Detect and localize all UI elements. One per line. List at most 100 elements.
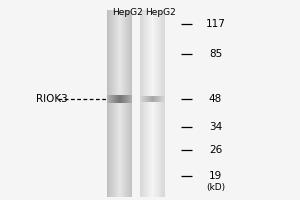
Bar	[151, 96, 152, 102]
Bar	[157, 10, 158, 197]
Bar	[144, 96, 145, 102]
Bar	[161, 96, 162, 102]
Text: 85: 85	[209, 49, 222, 59]
Bar	[156, 10, 157, 197]
Bar	[125, 10, 126, 197]
Bar	[143, 96, 144, 102]
Bar	[140, 10, 141, 197]
Bar	[148, 10, 149, 197]
Bar	[158, 10, 159, 197]
Bar	[146, 96, 147, 102]
Bar	[155, 10, 156, 197]
Bar	[107, 10, 108, 197]
Bar	[145, 96, 146, 102]
Bar	[144, 10, 145, 197]
Bar	[107, 95, 108, 103]
Text: 48: 48	[209, 94, 222, 104]
Bar	[164, 96, 165, 102]
Bar	[128, 95, 129, 103]
Bar	[114, 10, 115, 197]
Bar	[162, 10, 163, 197]
Bar	[124, 95, 125, 103]
Bar	[154, 10, 155, 197]
Bar	[149, 10, 150, 197]
Bar	[118, 95, 119, 103]
Bar	[148, 96, 149, 102]
Text: 19: 19	[209, 171, 222, 181]
Bar	[142, 10, 143, 197]
Text: (kD): (kD)	[206, 183, 225, 192]
Bar	[161, 10, 162, 197]
Text: 117: 117	[206, 19, 225, 29]
Bar	[113, 10, 114, 197]
Bar	[118, 10, 119, 197]
Bar	[141, 96, 142, 102]
Bar	[128, 10, 129, 197]
Bar	[153, 10, 154, 197]
Bar	[127, 95, 128, 103]
Bar	[122, 95, 123, 103]
Bar	[119, 95, 120, 103]
Bar	[131, 10, 132, 197]
Bar	[108, 10, 109, 197]
Bar	[160, 10, 161, 197]
Bar	[114, 95, 115, 103]
Text: 26: 26	[209, 145, 222, 155]
Bar	[158, 96, 159, 102]
Bar	[150, 10, 151, 197]
Bar	[108, 95, 109, 103]
Bar	[121, 10, 122, 197]
Bar	[159, 10, 160, 197]
Bar	[156, 96, 157, 102]
Bar	[163, 10, 164, 197]
Bar	[152, 96, 153, 102]
Bar	[155, 96, 156, 102]
Bar	[111, 95, 112, 103]
Bar	[120, 95, 121, 103]
Bar	[126, 10, 127, 197]
Bar	[116, 10, 117, 197]
Bar	[140, 96, 141, 102]
Bar	[146, 10, 147, 197]
Bar	[151, 10, 152, 197]
Bar	[120, 10, 121, 197]
Bar	[157, 96, 158, 102]
Bar	[110, 10, 111, 197]
Bar	[119, 10, 120, 197]
Bar	[112, 95, 113, 103]
Bar	[112, 10, 113, 197]
Bar	[160, 96, 161, 102]
Bar	[129, 95, 130, 103]
Bar	[116, 95, 117, 103]
Bar	[163, 96, 164, 102]
Bar	[162, 96, 163, 102]
Bar	[141, 10, 142, 197]
Text: 34: 34	[209, 122, 222, 132]
Bar	[143, 10, 144, 197]
Bar	[154, 96, 155, 102]
Bar	[123, 95, 124, 103]
Bar	[115, 95, 116, 103]
Bar	[130, 95, 131, 103]
Bar	[121, 95, 122, 103]
Bar	[130, 10, 131, 197]
Bar	[110, 95, 111, 103]
Bar	[150, 96, 151, 102]
Bar	[111, 10, 112, 197]
Text: HepG2: HepG2	[145, 8, 176, 17]
Bar	[127, 10, 128, 197]
Text: HepG2: HepG2	[112, 8, 143, 17]
Bar	[142, 96, 143, 102]
Bar	[117, 10, 118, 197]
Bar	[124, 10, 125, 197]
Bar	[147, 10, 148, 197]
Bar	[113, 95, 114, 103]
Bar	[123, 10, 124, 197]
Text: RIOK3: RIOK3	[36, 94, 68, 104]
Bar	[164, 10, 165, 197]
Bar	[153, 96, 154, 102]
Bar	[129, 10, 130, 197]
Bar	[126, 95, 127, 103]
Bar	[149, 96, 150, 102]
Bar	[131, 95, 132, 103]
